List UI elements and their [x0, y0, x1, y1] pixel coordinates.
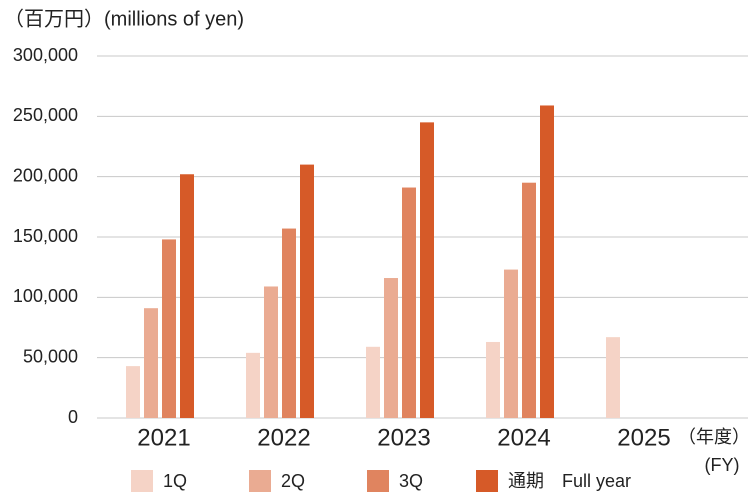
y-tick-label: 100,000 [13, 286, 78, 306]
y-tick-label: 150,000 [13, 226, 78, 246]
y-tick-label: 50,000 [23, 346, 78, 366]
bar [264, 286, 278, 418]
bar [300, 164, 314, 418]
y-tick-label: 300,000 [13, 45, 78, 65]
legend-swatch [367, 470, 389, 492]
bar [162, 239, 176, 418]
x-axis-label-en: (FY) [705, 455, 740, 475]
y-tick-label: 200,000 [13, 165, 78, 185]
bar [486, 341, 500, 418]
legend-swatch [476, 470, 498, 492]
x-tick-label: 2024 [497, 424, 550, 451]
bar [522, 182, 536, 418]
x-tick-label: 2025 [617, 424, 670, 451]
x-tick-label: 2023 [377, 424, 430, 451]
bar [402, 187, 416, 418]
bar [606, 337, 620, 418]
y-tick-label: 250,000 [13, 105, 78, 125]
bar [420, 122, 434, 418]
bar [366, 346, 380, 418]
bar [384, 278, 398, 418]
x-tick-label: 2021 [137, 424, 190, 451]
bar [180, 174, 194, 418]
y-tick-label: 0 [68, 407, 78, 427]
bar [144, 308, 158, 418]
legend-label: 1Q [163, 471, 187, 491]
x-axis-label: （年度） [678, 427, 750, 447]
legend-label: 2Q [281, 471, 305, 491]
bar [504, 269, 518, 418]
legend-label: 3Q [399, 471, 423, 491]
legend-swatch [249, 470, 271, 492]
bar [126, 366, 140, 418]
legend-label: 通期 Full year [508, 471, 631, 491]
y-axis-label: （百万円）(millions of yen) [4, 7, 244, 30]
bar [540, 105, 554, 419]
bar [246, 352, 260, 418]
x-tick-label: 2022 [257, 424, 310, 451]
legend-swatch [131, 470, 153, 492]
bar [282, 228, 296, 418]
